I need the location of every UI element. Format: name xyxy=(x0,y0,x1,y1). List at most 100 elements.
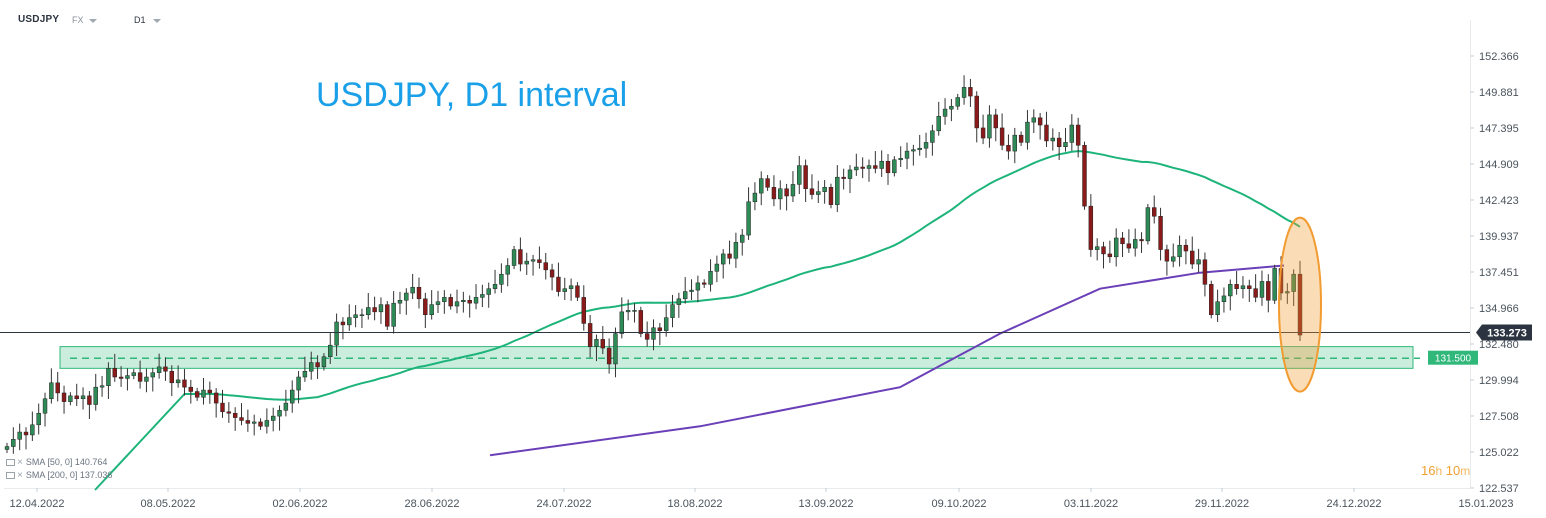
candle-body xyxy=(213,392,219,404)
candle-body xyxy=(391,302,396,327)
candle-body xyxy=(835,176,840,205)
candle-body xyxy=(1101,246,1106,255)
candle-body xyxy=(328,344,333,357)
candles xyxy=(4,75,1303,454)
candle xyxy=(258,418,263,430)
candle-body xyxy=(397,300,403,304)
candle-body xyxy=(999,127,1005,146)
sma-50-line xyxy=(94,150,1301,491)
candle-body xyxy=(670,304,675,318)
candle xyxy=(613,327,618,378)
market-dropdown[interactable]: FX xyxy=(72,15,97,25)
y-axis[interactable]: 152.366 149.881 147.395 144.909 142.423 139.9… xyxy=(1470,51,1519,495)
candle-body xyxy=(1031,117,1036,123)
current-price-badge: 133.273 xyxy=(1476,324,1532,341)
candle xyxy=(93,373,98,411)
x-tick-label: 24.07.2022 xyxy=(536,498,591,510)
close-icon[interactable]: × xyxy=(17,457,23,468)
candle xyxy=(1139,232,1144,253)
candle-body xyxy=(150,372,155,378)
x-tick-label: 13.09.2022 xyxy=(798,498,853,510)
candle-body xyxy=(1272,268,1277,301)
candle-body xyxy=(1126,243,1132,249)
candle-body xyxy=(898,158,903,161)
candle-body xyxy=(1139,239,1144,242)
candle xyxy=(1171,243,1176,268)
symbol-label[interactable]: USDJPY xyxy=(18,14,60,25)
candle xyxy=(1209,280,1214,319)
candle-body xyxy=(746,201,751,236)
x-tick-label: 24.12.2022 xyxy=(1326,498,1381,510)
candle xyxy=(803,159,808,203)
candle xyxy=(879,150,884,177)
candle xyxy=(328,333,333,364)
legend-item-sma-200[interactable]: × SMA [200, 0] 137.036 xyxy=(6,469,112,482)
candle-body xyxy=(885,160,891,174)
candle-body xyxy=(80,395,86,399)
candle-body xyxy=(860,166,865,169)
candle xyxy=(1101,241,1106,269)
candle xyxy=(721,249,726,279)
candle xyxy=(296,370,301,404)
candle-body xyxy=(239,417,244,421)
candle-body xyxy=(759,178,764,194)
candle xyxy=(106,362,111,399)
candle xyxy=(1006,134,1011,160)
legend-item-sma-50[interactable]: × SMA [50, 0] 140.764 xyxy=(6,456,112,469)
candle xyxy=(239,403,244,426)
sma-200-line xyxy=(489,264,1285,457)
candle-body xyxy=(106,368,111,386)
candle xyxy=(302,356,308,382)
candle xyxy=(917,134,922,156)
candle xyxy=(1234,271,1239,295)
settings-icon[interactable] xyxy=(6,459,15,466)
candle-body xyxy=(961,87,967,98)
candle xyxy=(448,293,453,310)
candle-body xyxy=(740,234,745,243)
candle xyxy=(372,296,377,321)
x-tick-label: 18.08.2022 xyxy=(667,498,722,510)
candle xyxy=(625,299,631,321)
candle xyxy=(416,277,422,309)
candle-body xyxy=(606,347,612,365)
interval-dropdown[interactable]: D1 xyxy=(134,15,161,25)
candle xyxy=(30,411,35,441)
candle xyxy=(790,171,796,203)
candle-body xyxy=(182,379,187,388)
candle-body xyxy=(955,97,960,107)
candle xyxy=(860,157,865,179)
candle xyxy=(587,314,593,358)
candle-body xyxy=(1234,284,1239,289)
candle-body xyxy=(1012,134,1017,152)
x-axis[interactable]: 12.04.2022 08.05.2022 02.06.2022 28.06.2022… xyxy=(9,488,1514,510)
candle-body xyxy=(822,187,827,192)
candle-body xyxy=(904,150,910,159)
candle xyxy=(1164,244,1170,276)
candle xyxy=(391,291,396,334)
candle xyxy=(936,101,941,136)
candle-body xyxy=(847,169,853,179)
settings-icon[interactable] xyxy=(6,472,15,479)
candle-body xyxy=(511,249,517,266)
candle-body xyxy=(1006,145,1011,152)
candle-body xyxy=(556,276,561,292)
candle-body xyxy=(309,362,314,372)
candle xyxy=(1202,252,1208,297)
candle-body xyxy=(625,310,631,313)
candle xyxy=(321,353,327,371)
candle xyxy=(17,423,22,451)
close-icon[interactable]: × xyxy=(17,470,23,481)
candle-body xyxy=(993,114,998,129)
x-tick-label: 29.11.2022 xyxy=(1195,498,1249,510)
candle xyxy=(68,392,73,406)
candle-body xyxy=(1196,259,1201,265)
candle xyxy=(194,387,200,401)
candle-body xyxy=(537,259,542,263)
candle-body xyxy=(917,147,922,150)
candle-body xyxy=(175,379,181,384)
indicator-legend: × SMA [50, 0] 140.764 × SMA [200, 0] 137.0… xyxy=(6,456,112,482)
chart-annotation-title: USDJPY, D1 interval xyxy=(316,76,628,114)
candle-body xyxy=(435,301,441,305)
candle-body xyxy=(448,297,453,307)
